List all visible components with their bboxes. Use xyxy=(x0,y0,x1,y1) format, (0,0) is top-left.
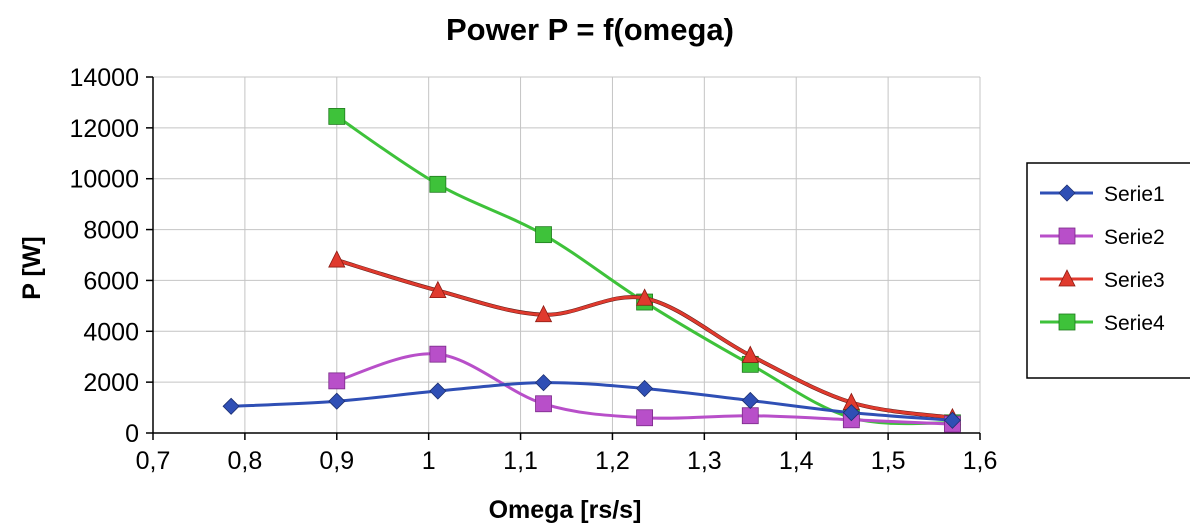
legend-label: Serie4 xyxy=(1104,312,1165,335)
data-point xyxy=(222,397,240,415)
series-serie1 xyxy=(222,374,961,429)
x-tick-label: 1,3 xyxy=(687,447,722,475)
y-tick-label: 0 xyxy=(125,420,139,448)
data-point xyxy=(943,411,961,429)
legend-label: Serie1 xyxy=(1104,183,1165,206)
data-point xyxy=(635,288,654,306)
data-point xyxy=(429,345,447,363)
data-point xyxy=(328,372,346,390)
legend-item: Serie2 xyxy=(1040,226,1165,249)
y-tick-label: 14000 xyxy=(69,64,139,92)
x-tick-label: 0,9 xyxy=(319,447,354,475)
data-point xyxy=(328,108,346,125)
data-point xyxy=(535,395,552,413)
x-tick-label: 1,2 xyxy=(595,447,630,475)
y-tick-label: 2000 xyxy=(83,369,139,397)
x-tick-label: 1,1 xyxy=(503,447,538,475)
x-tick-label: 1,6 xyxy=(963,447,998,475)
legend-item: Serie1 xyxy=(1040,183,1165,206)
y-tick-label: 10000 xyxy=(69,166,139,194)
x-tick-label: 1 xyxy=(422,447,436,475)
data-point xyxy=(429,382,447,400)
data-point xyxy=(535,226,552,244)
y-tick-label: 4000 xyxy=(83,318,139,346)
chart-title: Power P = f(omega) xyxy=(446,12,734,47)
x-axis-label: Omega [rs/s] xyxy=(489,496,642,524)
data-point xyxy=(429,175,447,193)
data-point xyxy=(636,379,654,398)
legend: Serie1 Serie2 Serie3 Serie4 xyxy=(1026,162,1190,379)
data-point xyxy=(842,404,860,422)
x-tick-label: 1,4 xyxy=(779,447,814,475)
y-tick-label: 12000 xyxy=(69,115,139,143)
x-tick-label: 1,5 xyxy=(871,447,906,475)
data-point xyxy=(636,409,654,427)
legend-marker xyxy=(1058,227,1076,245)
axes: 0,7 0,8 0,9 1 1,1 1,2 1,3 1,4 1,5 1,6 0 2000 4000 600… xyxy=(69,64,997,475)
y-axis-label: P [W] xyxy=(18,236,46,299)
legend-label: Serie3 xyxy=(1104,269,1165,292)
series-line xyxy=(231,381,953,422)
legend-marker xyxy=(1058,184,1076,202)
x-tick-label: 0,7 xyxy=(136,447,171,475)
data-point xyxy=(741,407,759,425)
data-point xyxy=(328,250,346,268)
data-point xyxy=(534,304,553,323)
legend-label: Serie2 xyxy=(1104,226,1165,249)
series-layer xyxy=(222,108,962,433)
grid xyxy=(153,76,981,433)
data-point xyxy=(741,391,759,410)
series-serie3 xyxy=(328,250,962,426)
legend-box xyxy=(1026,162,1190,379)
x-tick-label: 0,8 xyxy=(228,447,263,475)
legend-item: Serie4 xyxy=(1040,312,1165,335)
legend-item: Serie3 xyxy=(1040,269,1165,292)
data-point xyxy=(328,392,346,410)
legend-marker xyxy=(1058,313,1076,331)
data-point xyxy=(534,374,553,392)
data-point xyxy=(741,345,759,363)
legend-marker xyxy=(1058,269,1076,287)
y-tick-label: 6000 xyxy=(83,267,139,295)
data-point xyxy=(429,280,447,299)
y-tick-label: 8000 xyxy=(83,217,139,245)
